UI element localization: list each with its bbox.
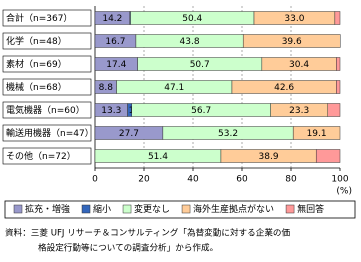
bar-segment (315, 149, 341, 163)
bar-segment (334, 11, 341, 25)
legend-swatch (285, 204, 295, 214)
legend-label: 拡充・増強 (25, 203, 70, 215)
value-label: 8.8 (99, 83, 114, 93)
category-label: 機械（n=68） (6, 81, 67, 93)
value-label: 38.9 (259, 152, 279, 162)
category-box (2, 124, 92, 142)
x-tick-label: 100 (331, 175, 348, 185)
bar-segment (336, 57, 341, 71)
x-tick-label: 20 (138, 175, 150, 185)
category-box (2, 55, 92, 73)
x-tick-label: 0 (92, 175, 98, 185)
category-box (2, 9, 92, 27)
source-line: 格設定行動等についての調査分析」から作成。 (38, 242, 218, 254)
category-label: その他（n=72） (6, 150, 76, 162)
bar-segment (292, 126, 341, 140)
value-label: 23.3 (289, 106, 309, 116)
category-box (2, 147, 92, 165)
legend-label: 無回答 (297, 203, 324, 215)
category-box (2, 32, 92, 50)
x-unit: (%) (336, 187, 352, 197)
x-tick-label: 60 (236, 175, 248, 185)
x-tick-label: 40 (187, 175, 199, 185)
value-label: 17.4 (106, 60, 126, 70)
value-label: 50.4 (182, 14, 202, 24)
category-box (2, 78, 92, 96)
category-box (2, 101, 92, 119)
x-tick-label: 80 (285, 175, 297, 185)
category-label: 電気機器（n=60） (6, 104, 85, 116)
legend-box (4, 200, 356, 219)
category-label: 合計（n=367） (6, 12, 72, 24)
value-label: 19.1 (307, 129, 327, 139)
value-label: 33.0 (284, 14, 304, 24)
value-label: 39.6 (282, 37, 302, 47)
legend-swatch (81, 204, 91, 214)
legend-label: 海外生産拠点がない (193, 203, 274, 215)
legend-swatch (122, 204, 132, 214)
category-label: 化学（n=48） (6, 35, 67, 47)
value-label: 50.7 (190, 60, 210, 70)
value-label: 14.2 (102, 14, 122, 24)
legend-label: 縮小 (93, 203, 111, 215)
legend-swatch (13, 204, 23, 214)
value-label: 51.4 (148, 152, 168, 162)
value-label: 53.2 (218, 129, 238, 139)
value-label: 43.8 (180, 37, 200, 47)
category-label: 輸送用機器（n=47） (6, 127, 94, 139)
bar-segment (327, 103, 341, 117)
value-label: 42.6 (274, 83, 294, 93)
source-line: 資料：三菱 UFJ リサーチ＆コンサルティング「為替変動に対する企業の価 (5, 227, 291, 239)
value-label: 27.7 (119, 129, 139, 139)
legend-label: 変更なし (134, 203, 170, 215)
value-label: 47.1 (164, 83, 184, 93)
value-label: 16.7 (105, 37, 125, 47)
bar-segment (242, 34, 341, 48)
category-label: 素材（n=69） (6, 58, 67, 70)
value-label: 13.3 (101, 106, 121, 116)
value-label: 30.4 (289, 60, 309, 70)
legend-swatch (181, 204, 191, 214)
bar-segment (336, 80, 341, 94)
value-label: 56.7 (191, 106, 211, 116)
